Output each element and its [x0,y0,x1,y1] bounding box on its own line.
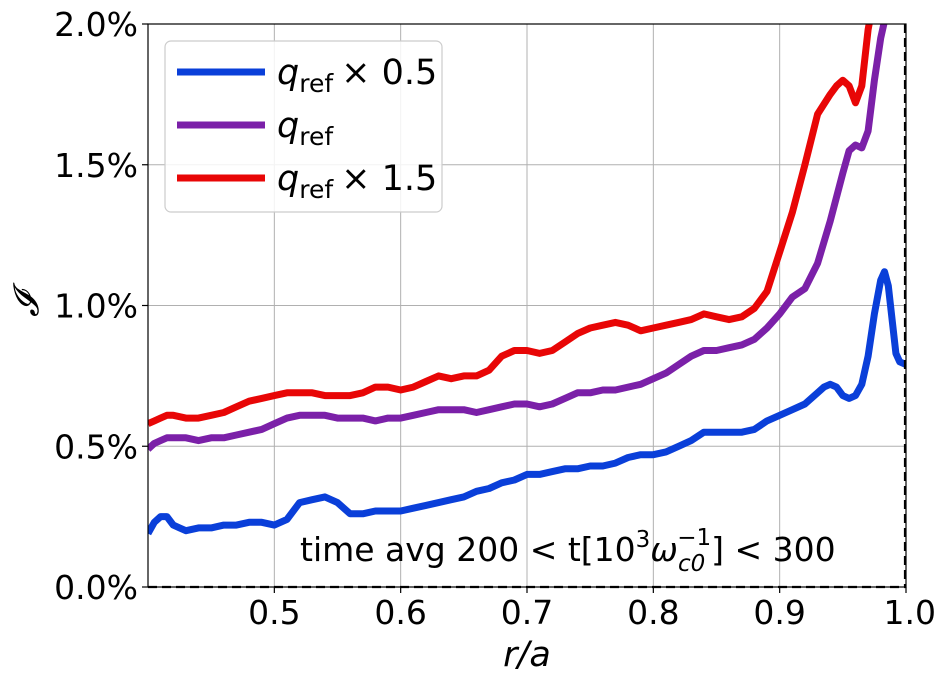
x-tick-label: 0.5 [248,593,300,632]
legend-label-q-ref-x0.5: qref × 0.5 [277,53,437,98]
legend-label-q-ref: qref [277,106,334,151]
legend: qref × 0.5 qref qref × 1.5 [164,40,443,213]
y-tick-label: 0.0% [54,568,138,607]
x-tick-label: 0.8 [627,593,679,632]
time-average-annotation: time avg 200 < t[103ωc0−1] < 300 [300,525,836,577]
y-tick-label: 1.5% [54,146,138,185]
x-axis-label: r/a [503,635,551,675]
series-group [148,24,906,536]
y-axis-label: 𝓘 [7,282,47,317]
series-line-2 [148,24,873,427]
y-ticks: 0.0% 0.5% 1.0% 1.5% 2.0% [54,5,148,607]
x-tick-label: 0.7 [501,593,553,632]
series-line-0 [148,268,906,536]
x-tick-label: 0.9 [753,593,805,632]
x-ticks: 0.5 0.6 0.7 0.8 0.9 1.0 [248,587,936,632]
legend-label-q-ref-x1.5: qref × 1.5 [277,159,437,204]
y-tick-label: 1.0% [54,287,138,326]
series-line-1 [148,24,888,452]
y-tick-label: 2.0% [54,5,138,44]
y-tick-label: 0.5% [54,427,138,466]
legend-box [164,40,443,213]
x-tick-label: 1.0 [884,593,936,632]
x-tick-label: 0.6 [374,593,426,632]
